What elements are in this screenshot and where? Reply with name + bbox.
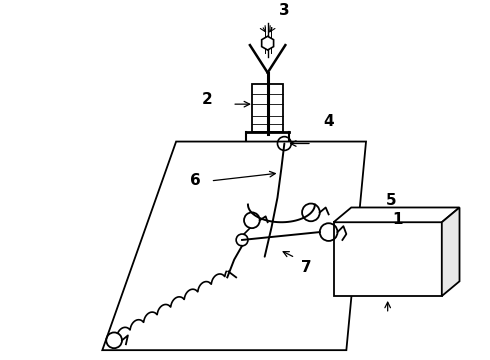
Polygon shape: [334, 207, 460, 222]
Text: 6: 6: [190, 174, 201, 188]
Text: 2: 2: [202, 92, 213, 107]
Bar: [252, 85, 283, 132]
Text: 5: 5: [386, 193, 396, 208]
Text: 1: 1: [392, 212, 403, 228]
Bar: [334, 222, 442, 296]
Text: 7: 7: [301, 260, 312, 275]
Polygon shape: [102, 141, 366, 350]
Polygon shape: [442, 207, 460, 296]
Text: 3: 3: [279, 3, 290, 18]
Text: 4: 4: [324, 114, 334, 129]
